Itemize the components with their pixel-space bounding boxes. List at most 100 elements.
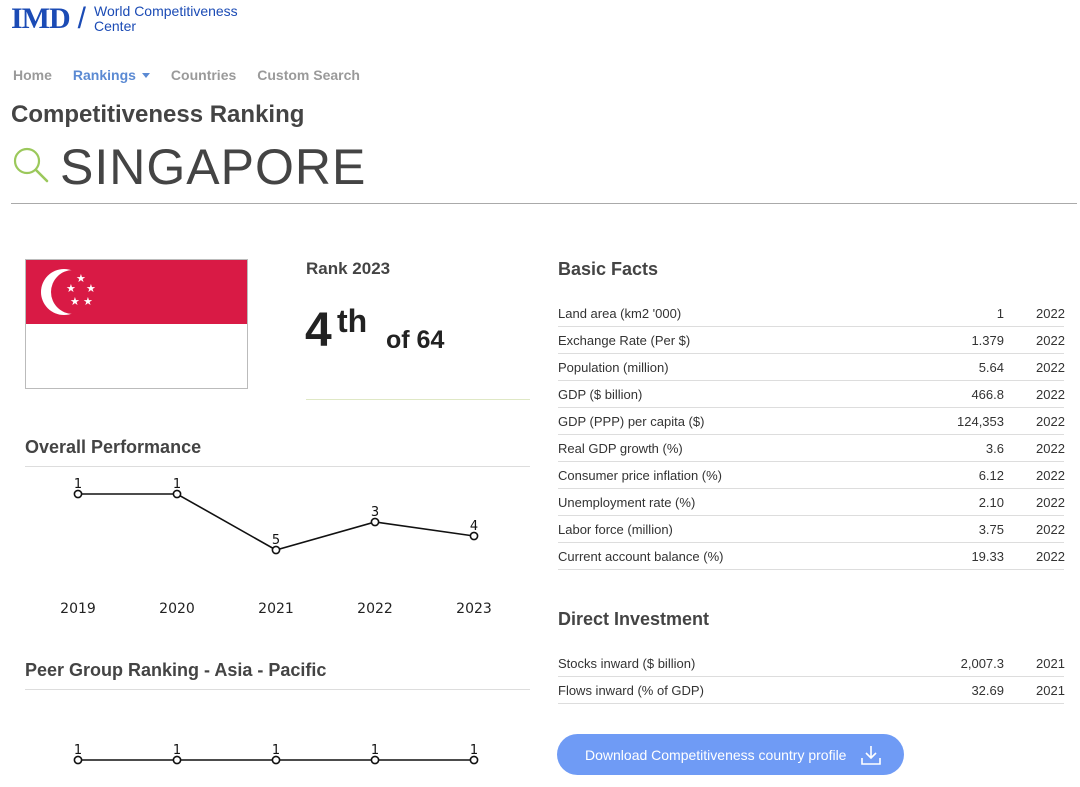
flag-red-band: ★ ★ ★ ★ ★ xyxy=(26,260,247,324)
fact-label: Stocks inward ($ billion) xyxy=(558,655,696,671)
table-row: GDP (PPP) per capita ($) 124,353 2022 xyxy=(558,408,1065,435)
fact-label: Flows inward (% of GDP) xyxy=(558,682,704,698)
data-label: 3 xyxy=(371,505,379,520)
data-label: 1 xyxy=(371,743,379,758)
main-nav: Home Rankings Countries Custom Search xyxy=(13,67,381,83)
fact-value: 1.379 xyxy=(971,332,1004,348)
fact-label: Current account balance (%) xyxy=(558,548,724,564)
data-point xyxy=(73,489,83,499)
fact-label: Consumer price inflation (%) xyxy=(558,467,723,483)
table-row: Unemployment rate (%) 2.10 2022 xyxy=(558,489,1065,516)
fact-year: 2021 xyxy=(1036,682,1065,698)
logo-text: World Competitiveness Center xyxy=(94,3,238,34)
basic-facts-heading: Basic Facts xyxy=(558,259,659,279)
fact-value: 3.75 xyxy=(978,521,1004,537)
logo-mark: IMD xyxy=(11,2,71,35)
direct-investment-table: Stocks inward ($ billion) 2,007.3 2021 Flow… xyxy=(558,650,1065,704)
data-point xyxy=(469,531,479,541)
table-row: Population (million) 5.64 2022 xyxy=(558,354,1065,381)
fact-label: Real GDP growth (%) xyxy=(558,440,683,456)
svg-text:★: ★ xyxy=(83,295,93,308)
fact-year: 2021 xyxy=(1036,655,1065,671)
x-tick-label: 2020 xyxy=(159,601,195,617)
data-point xyxy=(172,755,182,765)
data-point xyxy=(370,517,380,527)
table-row: Exchange Rate (Per $) 1.379 2022 xyxy=(558,327,1065,354)
fact-label: Labor force (million) xyxy=(558,521,673,537)
data-label: 4 xyxy=(470,519,478,534)
table-row: Real GDP growth (%) 3.6 2022 xyxy=(558,435,1065,462)
x-tick-label: 2022 xyxy=(357,601,393,617)
fact-value: 19.33 xyxy=(971,548,1004,564)
fact-year: 2022 xyxy=(1036,386,1065,402)
peer-group-heading: Peer Group Ranking - Asia - Pacific xyxy=(25,660,327,680)
download-profile-button[interactable]: Download Competitiveness country profile xyxy=(557,734,904,775)
data-label: 5 xyxy=(272,533,280,548)
nav-home[interactable]: Home xyxy=(13,67,52,83)
fact-label: Exchange Rate (Per $) xyxy=(558,332,691,348)
table-row: Flows inward (% of GDP) 32.69 2021 xyxy=(558,677,1065,704)
nav-countries[interactable]: Countries xyxy=(170,67,237,83)
svg-text:★: ★ xyxy=(86,282,96,295)
data-label: 1 xyxy=(272,743,280,758)
fact-label: GDP ($ billion) xyxy=(558,386,643,402)
svg-text:★: ★ xyxy=(66,282,76,295)
table-row: Current account balance (%) 19.33 2022 xyxy=(558,543,1065,570)
fact-year: 2022 xyxy=(1036,467,1065,483)
data-label: 1 xyxy=(74,743,82,758)
fact-year: 2022 xyxy=(1036,521,1065,537)
rank-value: 4 xyxy=(305,304,332,357)
table-row: Land area (km2 '000) 1 2022 xyxy=(558,300,1065,327)
fact-value: 124,353 xyxy=(957,413,1004,429)
fact-value: 5.64 xyxy=(978,359,1004,375)
fact-label: Land area (km2 '000) xyxy=(558,305,682,321)
data-point xyxy=(73,755,83,765)
header-divider xyxy=(11,203,1077,204)
download-icon xyxy=(860,744,882,769)
rank-label: Rank 2023 xyxy=(306,259,391,278)
data-point xyxy=(271,755,281,765)
direct-investment-heading: Direct Investment xyxy=(558,609,710,629)
fact-value: 32.69 xyxy=(971,682,1004,698)
x-tick-label: 2023 xyxy=(456,601,492,617)
overall-performance-chart: 1 2019 1 2020 5 2021 3 2022 4 2023 xyxy=(25,470,530,625)
fact-year: 2022 xyxy=(1036,332,1065,348)
svg-text:★: ★ xyxy=(70,295,80,308)
data-label: 1 xyxy=(74,477,82,492)
table-row: Consumer price inflation (%) 6.12 2022 xyxy=(558,462,1065,489)
x-tick-label: 2021 xyxy=(258,601,294,617)
data-label: 1 xyxy=(173,477,181,492)
fact-year: 2022 xyxy=(1036,305,1065,321)
nav-rankings[interactable]: Rankings xyxy=(73,67,150,83)
fact-value: 2.10 xyxy=(978,494,1004,510)
data-point xyxy=(271,545,281,555)
country-header: SINGAPORE xyxy=(12,138,366,196)
table-row: Stocks inward ($ billion) 2,007.3 2021 xyxy=(558,650,1065,677)
page-title: Competitiveness Ranking xyxy=(11,101,305,128)
logo-slash: / xyxy=(77,2,86,35)
download-label: Download Competitiveness country profile xyxy=(585,746,847,763)
imd-logo[interactable]: IMD / World Competitiveness Center xyxy=(11,3,238,35)
flag-white-band xyxy=(26,324,247,388)
nav-rankings-label: Rankings xyxy=(72,67,136,83)
basic-facts-table: Land area (km2 '000) 1 2022 Exchange Rate (… xyxy=(558,300,1065,570)
fact-label: Population (million) xyxy=(558,359,669,375)
data-point xyxy=(469,755,479,765)
fact-value: 3.6 xyxy=(985,440,1004,456)
data-point xyxy=(172,489,182,499)
rank-divider xyxy=(306,399,530,400)
rank-suffix: th xyxy=(337,303,368,339)
nav-custom-search[interactable]: Custom Search xyxy=(257,67,360,83)
fact-value: 1 xyxy=(996,305,1004,321)
fact-year: 2022 xyxy=(1036,359,1065,375)
search-icon[interactable] xyxy=(12,146,50,189)
data-label: 1 xyxy=(470,743,478,758)
country-flag: ★ ★ ★ ★ ★ xyxy=(25,259,248,389)
logo-line-1: World Competitiveness xyxy=(94,3,238,19)
rank-total: of 64 xyxy=(386,326,445,354)
fact-year: 2022 xyxy=(1036,548,1065,564)
data-point xyxy=(370,755,380,765)
peer-group-rule xyxy=(25,689,530,690)
x-tick-label: 2019 xyxy=(60,601,96,617)
overall-performance-rule xyxy=(25,466,530,467)
